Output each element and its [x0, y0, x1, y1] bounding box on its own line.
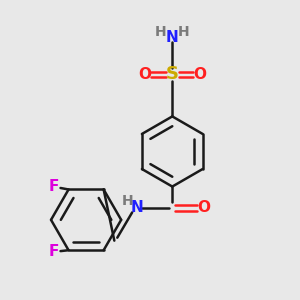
- Text: H: H: [121, 194, 133, 208]
- Text: H: H: [155, 25, 167, 39]
- Text: N: N: [130, 200, 143, 215]
- Text: O: O: [194, 67, 207, 82]
- Text: N: N: [166, 30, 179, 45]
- Text: F: F: [49, 244, 59, 259]
- Text: S: S: [166, 65, 179, 83]
- Text: O: O: [198, 200, 211, 215]
- Text: F: F: [49, 179, 59, 194]
- Text: H: H: [178, 25, 189, 39]
- Text: O: O: [138, 67, 151, 82]
